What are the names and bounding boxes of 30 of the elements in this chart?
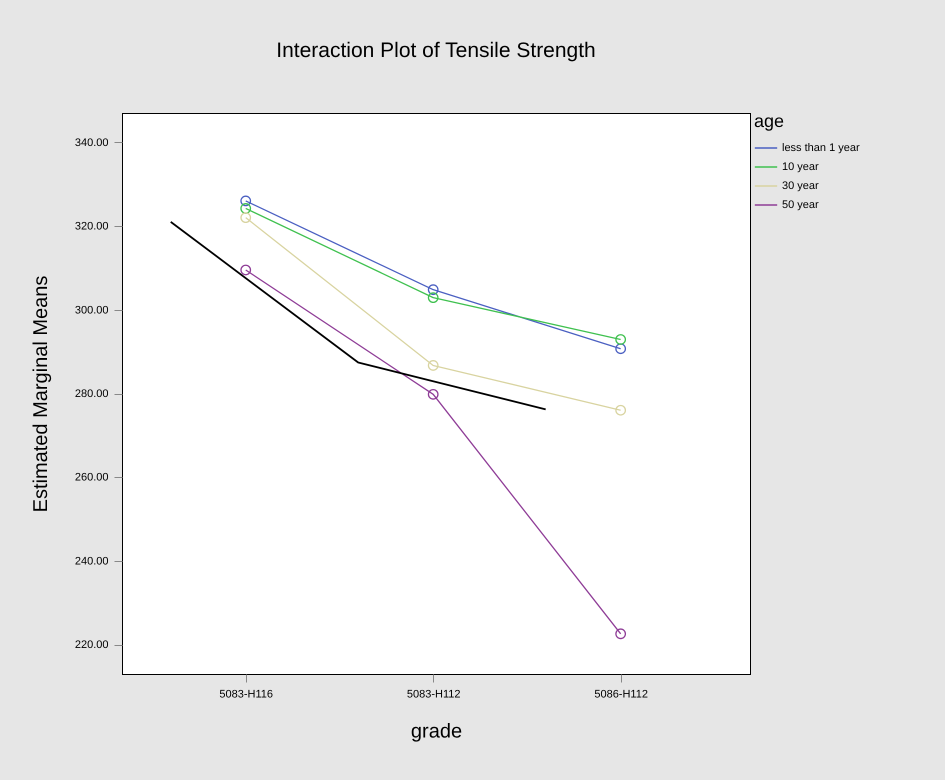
y-tick-label: 320.00 [74,220,108,233]
x-tick-label: 5083-H116 [219,688,274,700]
y-tick-label: 340.00 [74,136,108,149]
y-tick-label: 220.00 [74,639,108,652]
point [240,264,252,276]
x-axis-title: grade [410,720,462,742]
legend-label: 30 year [782,180,820,192]
point [428,360,439,371]
legend-label: less than 1 year [782,142,860,154]
point [615,334,626,345]
point [240,212,252,224]
y-axis-title: Estimated Marginal Means [30,276,52,512]
legend-label: 50 year [782,199,820,211]
y-tick-label: 280.00 [74,388,108,400]
point [428,388,439,400]
y-tick-label: 300.00 [74,304,108,316]
legend-label: 10 year [782,161,820,173]
chart-title: Interaction Plot of Tensile Strength [276,39,596,62]
x-tick-label: 5086-H112 [594,688,648,700]
point [428,292,439,304]
y-tick-label: 240.00 [74,555,108,568]
point [240,196,252,206]
point [240,203,252,214]
point [615,343,626,354]
x-tick-label: 5083-H112 [406,688,460,700]
point [615,404,626,416]
legend-title: age [754,111,784,131]
point [428,284,439,296]
point [615,628,626,640]
y-tick-label: 260.00 [74,472,108,484]
